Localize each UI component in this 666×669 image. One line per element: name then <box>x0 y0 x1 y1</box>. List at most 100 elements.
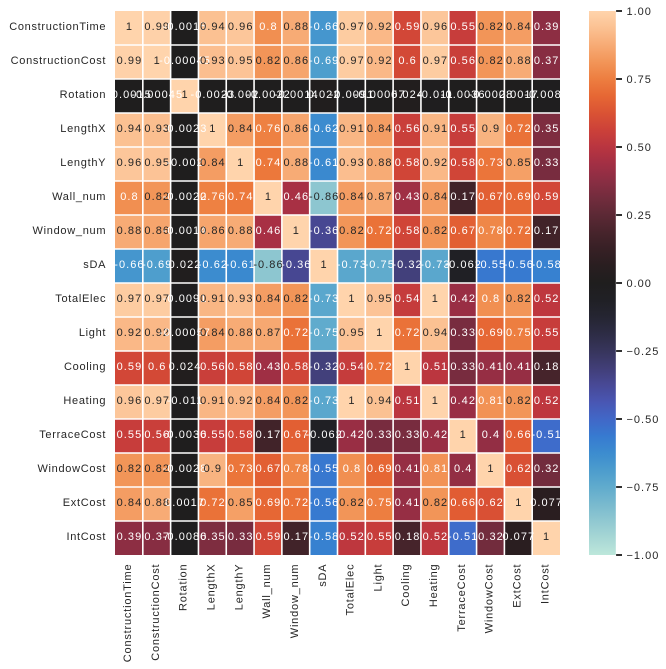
svg-text:0.56: 0.56 <box>144 429 170 441</box>
svg-text:0.88: 0.88 <box>144 497 170 509</box>
svg-text:0.18: 0.18 <box>534 361 560 373</box>
svg-text:0.51: 0.51 <box>395 395 421 407</box>
svg-text:0.76: 0.76 <box>256 123 282 135</box>
svg-text:0.35: 0.35 <box>534 123 560 135</box>
svg-text:0.52: 0.52 <box>534 293 560 305</box>
svg-text:-0.56: -0.56 <box>504 259 534 271</box>
svg-text:0.56: 0.56 <box>450 55 476 67</box>
svg-text:0.92: 0.92 <box>367 21 393 33</box>
svg-text:ConstructionCost: ConstructionCost <box>150 564 162 661</box>
svg-text:0.33: 0.33 <box>450 327 476 339</box>
svg-text:-0.86: -0.86 <box>253 259 283 271</box>
svg-text:0.74: 0.74 <box>256 157 282 169</box>
svg-text:0.84: 0.84 <box>367 123 393 135</box>
svg-text:-0.0023: -0.0023 <box>163 123 208 135</box>
svg-text:0.66: 0.66 <box>450 497 476 509</box>
svg-text:-0.00057: -0.00057 <box>159 327 211 339</box>
svg-text:Rotation: Rotation <box>60 89 107 101</box>
svg-text:-0.0086: -0.0086 <box>163 531 208 543</box>
svg-text:0.86: 0.86 <box>284 55 310 67</box>
svg-text:0.82: 0.82 <box>117 463 143 475</box>
svg-text:0.73: 0.73 <box>228 463 254 475</box>
svg-text:0.8: 0.8 <box>259 21 277 33</box>
svg-text:0.91: 0.91 <box>200 293 226 305</box>
svg-text:0.97: 0.97 <box>117 293 143 305</box>
svg-text:0.54: 0.54 <box>395 293 421 305</box>
svg-text:0.74: 0.74 <box>228 191 254 203</box>
svg-text:-0.62: -0.62 <box>309 123 339 135</box>
svg-text:-0.0036: -0.0036 <box>163 429 208 441</box>
svg-text:0.92: 0.92 <box>367 55 393 67</box>
svg-text:0.33: 0.33 <box>450 361 476 373</box>
svg-text:0.37: 0.37 <box>534 55 560 67</box>
svg-text:0.69: 0.69 <box>367 463 393 475</box>
svg-text:0.72: 0.72 <box>284 327 310 339</box>
svg-text:1: 1 <box>265 191 272 203</box>
svg-text:Rotation: Rotation <box>178 564 190 611</box>
svg-text:Wall_num: Wall_num <box>261 564 273 619</box>
svg-text:0.59: 0.59 <box>256 531 282 543</box>
svg-text:0.72: 0.72 <box>367 225 393 237</box>
svg-text:0.92: 0.92 <box>117 327 143 339</box>
svg-text:0.73: 0.73 <box>478 157 504 169</box>
svg-text:0.94: 0.94 <box>367 395 393 407</box>
svg-text:0.62: 0.62 <box>506 463 532 475</box>
svg-text:0.4: 0.4 <box>454 463 472 475</box>
svg-text:0.88: 0.88 <box>228 225 254 237</box>
svg-text:0.82: 0.82 <box>284 395 310 407</box>
svg-text:0.37: 0.37 <box>144 531 170 543</box>
svg-text:0.78: 0.78 <box>478 225 504 237</box>
svg-text:1: 1 <box>348 395 355 407</box>
svg-text:−0.25: −0.25 <box>627 346 660 358</box>
svg-text:0.99: 0.99 <box>117 55 143 67</box>
svg-text:Light: Light <box>372 564 384 592</box>
svg-text:LengthY: LengthY <box>233 564 245 611</box>
svg-text:0.93: 0.93 <box>200 55 226 67</box>
svg-text:0.88: 0.88 <box>228 327 254 339</box>
svg-text:0.94: 0.94 <box>200 21 226 33</box>
svg-text:-0.69: -0.69 <box>142 259 172 271</box>
svg-text:0.42: 0.42 <box>450 395 476 407</box>
svg-text:0.17: 0.17 <box>534 225 560 237</box>
svg-text:0.17: 0.17 <box>450 191 476 203</box>
svg-text:-0.73: -0.73 <box>337 259 367 271</box>
svg-text:0.82: 0.82 <box>144 463 170 475</box>
svg-text:0.87: 0.87 <box>256 327 282 339</box>
svg-text:TerraceCost: TerraceCost <box>456 564 468 632</box>
svg-text:0.97: 0.97 <box>339 21 365 33</box>
svg-text:0.85: 0.85 <box>506 157 532 169</box>
svg-text:0.95: 0.95 <box>339 327 365 339</box>
svg-text:Cooling: Cooling <box>64 361 106 373</box>
svg-text:0.42: 0.42 <box>339 429 365 441</box>
svg-text:0.39: 0.39 <box>117 531 143 543</box>
svg-text:-0.00045: -0.00045 <box>131 89 183 101</box>
svg-text:0.88: 0.88 <box>506 55 532 67</box>
svg-text:-0.36: -0.36 <box>281 259 311 271</box>
svg-text:-0.73: -0.73 <box>420 259 450 271</box>
svg-text:0.97: 0.97 <box>339 55 365 67</box>
svg-text:0.84: 0.84 <box>256 293 282 305</box>
svg-text:0.96: 0.96 <box>423 21 449 33</box>
svg-text:0.024: 0.024 <box>391 89 424 101</box>
svg-text:1: 1 <box>460 429 467 441</box>
svg-text:-0.0022: -0.0022 <box>246 89 291 101</box>
svg-text:0.95: 0.95 <box>228 55 254 67</box>
svg-text:0.88: 0.88 <box>117 225 143 237</box>
svg-text:0.82: 0.82 <box>478 55 504 67</box>
svg-text:0.93: 0.93 <box>144 123 170 135</box>
svg-text:-0.002: -0.002 <box>222 89 260 101</box>
svg-text:0.51: 0.51 <box>423 361 449 373</box>
svg-text:0.43: 0.43 <box>395 191 421 203</box>
svg-text:0.91: 0.91 <box>423 123 449 135</box>
svg-text:1: 1 <box>432 395 439 407</box>
svg-text:Window_num: Window_num <box>289 564 301 639</box>
svg-text:0.97: 0.97 <box>144 293 170 305</box>
svg-text:0.43: 0.43 <box>256 361 282 373</box>
svg-text:0.82: 0.82 <box>339 497 365 509</box>
svg-text:0.41: 0.41 <box>395 463 421 475</box>
svg-text:LengthX: LengthX <box>60 123 106 135</box>
svg-text:1: 1 <box>404 361 411 373</box>
svg-text:1: 1 <box>348 293 355 305</box>
svg-text:0.67: 0.67 <box>284 429 310 441</box>
svg-text:0.91: 0.91 <box>200 395 226 407</box>
